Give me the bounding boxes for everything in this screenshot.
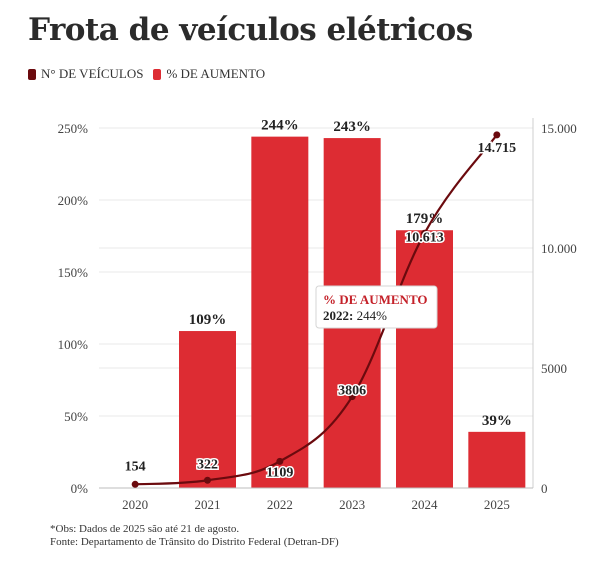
x-tick-label: 2024 — [412, 497, 439, 512]
bar-label-2021: 109% — [189, 312, 227, 328]
y-right-tick-label: 15.000 — [541, 121, 577, 136]
vehicles-point-2022 — [276, 457, 284, 465]
y-right-tick-label: 0 — [541, 481, 548, 496]
y-left-tick-label: 0% — [71, 481, 89, 496]
vehicles-point-2023 — [348, 393, 356, 401]
x-tick-label: 2023 — [339, 497, 365, 512]
chart-title: Frota de veículos elétricos — [28, 12, 473, 48]
tooltip-value: 244% — [357, 308, 388, 323]
bar-2021 — [179, 331, 236, 488]
y-left-tick-label: 50% — [64, 409, 88, 424]
vehicles-point-2024 — [421, 229, 428, 237]
vehicles-label-2021: 322 — [197, 457, 218, 472]
tooltip-title: % DE AUMENTO — [323, 292, 428, 307]
x-tick-label: 2022 — [267, 497, 293, 512]
bar-label-2025: 39% — [482, 413, 512, 429]
x-tick-label: 2020 — [122, 497, 148, 512]
bar-label-2024: 179% — [406, 211, 444, 227]
bar-label-2023: 243% — [333, 119, 371, 135]
legend-label-vehicles: N° DE VEÍCULOS — [41, 66, 144, 81]
legend-label-increase: % DE AUMENTO — [166, 66, 266, 81]
y-left-tick-label: 250% — [58, 121, 89, 136]
footer-note: *Obs: Dados de 2025 são até 21 de agosto… — [50, 523, 240, 535]
vehicles-point-2021 — [204, 476, 211, 484]
y-right-tick-label: 10.000 — [541, 241, 577, 256]
y-left-tick-label: 150% — [58, 265, 89, 280]
vehicles-label-2025: 14.715 — [478, 141, 517, 156]
tooltip-body: 2022: 244% — [323, 308, 387, 323]
legend-swatch-increase — [153, 68, 162, 80]
combo-chart: 0% 50% 100% 150% 200% 250% 0 5000 10.000 15.000 20… — [58, 118, 577, 512]
footer-source: Fonte: Departamento de Trânsito do Distr… — [50, 536, 339, 548]
footer: *Obs: Dados de 2025 são até 21 de agosto… — [50, 523, 339, 549]
tooltip-category: 2022: — [323, 308, 357, 323]
legend: N° DE VEÍCULOS % DE AUMENTO — [28, 66, 275, 82]
vehicles-point-2025 — [493, 131, 501, 139]
bar-2024 — [396, 230, 453, 489]
legend-swatch-vehicles — [28, 68, 36, 80]
bar-2022 — [251, 136, 309, 488]
legend-item-vehicles[interactable]: N° DE VEÍCULOS — [28, 66, 143, 82]
y-left-tick-label: 200% — [58, 193, 89, 208]
y-left-tick-label: 100% — [58, 337, 89, 352]
tooltip-box — [315, 285, 438, 329]
y-right-tick-label: 5000 — [541, 361, 567, 376]
x-tick-label: 2025 — [484, 497, 510, 512]
legend-item-increase[interactable]: % DE AUMENTO — [153, 66, 265, 82]
vehicles-label-2022: 1109 — [266, 465, 293, 480]
bar-2025 — [468, 431, 526, 488]
vehicles-label-2024: 10.613 — [405, 230, 444, 245]
vehicles-point-2020 — [131, 480, 139, 488]
vehicles-label-2023: 3806 — [338, 384, 366, 399]
vehicles-label-2020: 154 — [125, 459, 146, 474]
x-tick-label: 2021 — [195, 497, 221, 512]
bar-label-2022: 244% — [261, 118, 299, 134]
